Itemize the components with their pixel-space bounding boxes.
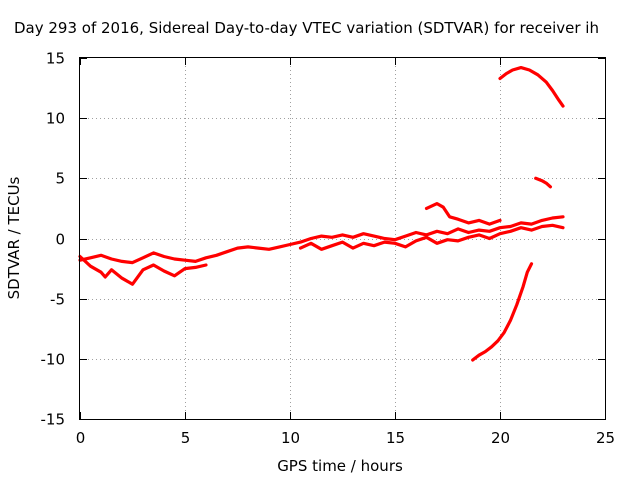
y-tick-labels: -15 -10 -5 0 5 10 15 [41,50,66,429]
x-tick-label: 15 [386,429,405,447]
x-tick-label: 25 [596,429,615,447]
y-tick-label: 10 [46,110,65,128]
series-6-trace [534,176,552,189]
y-tick-label: -15 [41,411,66,429]
grid-lines [80,58,605,419]
y-tick-label: 0 [55,231,65,249]
chart-title: Day 293 of 2016, Sidereal Day-to-day VTE… [14,19,599,37]
y-tick-label: -10 [41,351,66,369]
y-tick-label: -5 [50,291,65,309]
series-5-trace [498,66,565,108]
axis-ticks [80,58,606,420]
series-7-trace [471,262,534,362]
series-4-trace [424,202,502,226]
x-tick-labels: 0 5 10 15 20 25 [76,429,615,447]
series-3-trace [298,223,565,251]
y-tick-label: 15 [46,50,65,68]
y-axis-label: SDTVAR / TECUs [5,176,23,299]
x-tick-label: 10 [281,429,300,447]
series-2-trace [78,254,208,286]
data-series-group [78,66,565,362]
x-tick-label: 0 [76,429,86,447]
plot-frame [79,57,606,420]
x-axis-label: GPS time / hours [277,457,403,475]
series-1-trace [78,215,565,265]
x-tick-label: 20 [491,429,510,447]
x-tick-label: 5 [181,429,191,447]
y-tick-label: 5 [55,170,65,188]
